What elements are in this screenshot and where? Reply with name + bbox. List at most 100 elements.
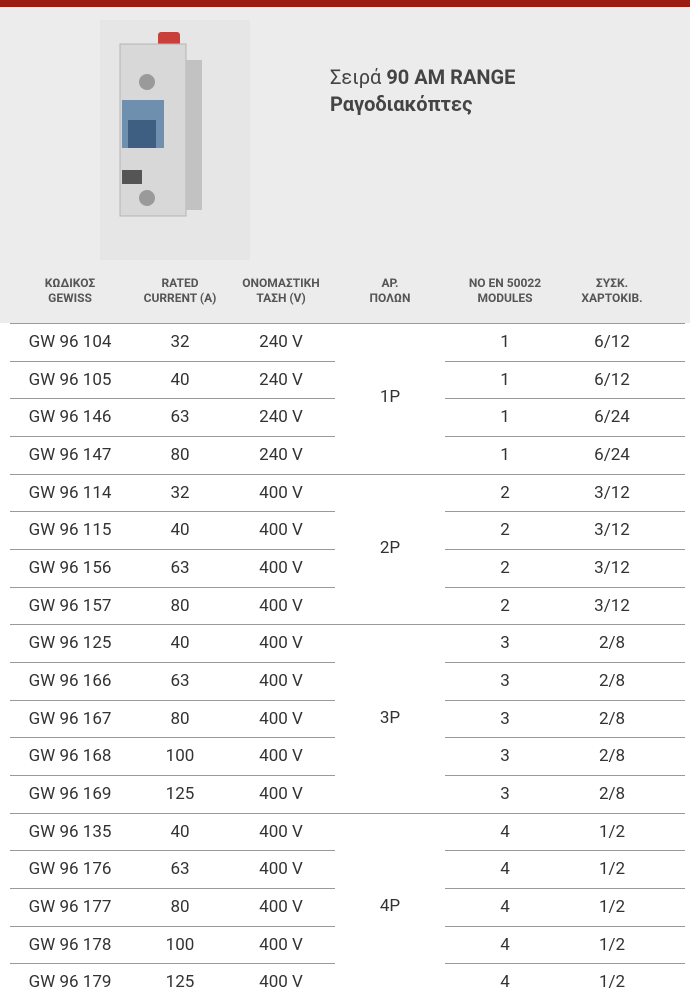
table-cell: 2 xyxy=(445,596,565,616)
row-divider xyxy=(10,436,335,437)
table-cell: GW 96 147 xyxy=(10,445,130,465)
table-cell: 400 V xyxy=(221,520,341,540)
table-cell: GW 96 169 xyxy=(10,784,130,804)
row-divider xyxy=(445,737,685,738)
row-divider xyxy=(10,398,335,399)
table-cell: GW 96 157 xyxy=(10,596,130,616)
table-cell: 2/8 xyxy=(552,746,672,766)
row-divider xyxy=(445,511,685,512)
table-cell: GW 96 125 xyxy=(10,633,130,653)
table-cell: GW 96 167 xyxy=(10,709,130,729)
column-header: ΣΥΣΚ.ΧΑΡΤΟΚΙΒ. xyxy=(547,276,677,306)
table-cell: 400 V xyxy=(221,633,341,653)
row-divider xyxy=(10,926,335,927)
group-divider xyxy=(10,813,685,814)
subtitle: Ραγοδιακόπτες xyxy=(330,92,472,116)
table-cell: 3 xyxy=(445,633,565,653)
table-cell: 3/12 xyxy=(552,596,672,616)
header-line: ΑΡ. xyxy=(325,276,455,291)
table-cell: 2/8 xyxy=(552,633,672,653)
table-cell: 400 V xyxy=(221,558,341,578)
table-cell: 6/24 xyxy=(552,445,672,465)
table-cell: 400 V xyxy=(221,935,341,955)
table-cell: GW 96 179 xyxy=(10,972,130,992)
group-divider xyxy=(10,323,685,324)
header-line: ΣΥΣΚ. xyxy=(547,276,677,291)
table-cell: 4 xyxy=(445,972,565,992)
poles-cell: 3P xyxy=(330,708,450,728)
table-cell: 6/12 xyxy=(552,370,672,390)
row-divider xyxy=(445,775,685,776)
table-cell: 4 xyxy=(445,935,565,955)
table-cell: 400 V xyxy=(221,972,341,992)
table-cell: 3 xyxy=(445,709,565,729)
row-divider xyxy=(10,775,335,776)
row-divider xyxy=(10,549,335,550)
row-divider xyxy=(445,850,685,851)
table-cell: 1/2 xyxy=(552,859,672,879)
group-divider xyxy=(10,624,685,625)
header-line: ΠΟΛΩΝ xyxy=(325,291,455,306)
table-cell: 1 xyxy=(445,370,565,390)
table-cell: 2 xyxy=(445,558,565,578)
poles-cell: 2P xyxy=(330,538,450,558)
table-cell: GW 96 146 xyxy=(10,407,130,427)
table-cell: GW 96 105 xyxy=(10,370,130,390)
table-cell: 400 V xyxy=(221,596,341,616)
table-cell: 1 xyxy=(445,445,565,465)
row-divider xyxy=(10,587,335,588)
table-cell: 400 V xyxy=(221,784,341,804)
table-cell: 3 xyxy=(445,671,565,691)
table-cell: 3/12 xyxy=(552,558,672,578)
row-divider xyxy=(445,587,685,588)
row-divider xyxy=(10,737,335,738)
table-cell: 2 xyxy=(445,483,565,503)
table-cell: GW 96 114 xyxy=(10,483,130,503)
table-cell: GW 96 177 xyxy=(10,897,130,917)
table-cell: 400 V xyxy=(221,746,341,766)
table-cell: 3/12 xyxy=(552,483,672,503)
table-cell: 400 V xyxy=(221,483,341,503)
table-cell: 6/12 xyxy=(552,332,672,352)
table-cell: 1 xyxy=(445,332,565,352)
table-cell: 4 xyxy=(445,859,565,879)
page: Σειρά 90 AM RANGE Ραγοδιακόπτες ΚΩΔΙΚΟΣG… xyxy=(0,0,690,1001)
table-cell: GW 96 168 xyxy=(10,746,130,766)
table-cell: 400 V xyxy=(221,671,341,691)
poles-cell: 1P xyxy=(330,387,450,407)
table-cell: 400 V xyxy=(221,709,341,729)
row-divider xyxy=(10,361,335,362)
row-divider xyxy=(10,963,335,964)
table-cell: 1/2 xyxy=(552,972,672,992)
table-cell: 240 V xyxy=(221,370,341,390)
table-cell: GW 96 176 xyxy=(10,859,130,879)
table-cell: 4 xyxy=(445,822,565,842)
row-divider xyxy=(445,926,685,927)
table-cell: 4 xyxy=(445,897,565,917)
table-cell: 3 xyxy=(445,784,565,804)
table-cell: 2/8 xyxy=(552,709,672,729)
table-cell: 1 xyxy=(445,407,565,427)
table-cell: 2/8 xyxy=(552,671,672,691)
row-divider xyxy=(10,888,335,889)
row-divider xyxy=(445,361,685,362)
product-image xyxy=(100,20,250,260)
table-cell: GW 96 178 xyxy=(10,935,130,955)
row-divider xyxy=(445,662,685,663)
table-cell: 6/24 xyxy=(552,407,672,427)
table-cell: 1/2 xyxy=(552,897,672,917)
poles-cell: 4P xyxy=(330,896,450,916)
table-cell: 400 V xyxy=(221,897,341,917)
table-cell: 400 V xyxy=(221,822,341,842)
row-divider xyxy=(445,888,685,889)
table-cell: GW 96 166 xyxy=(10,671,130,691)
group-divider xyxy=(10,474,685,475)
table-cell: 2/8 xyxy=(552,784,672,804)
table-cell: 240 V xyxy=(221,445,341,465)
top-bar xyxy=(0,0,690,7)
table-cell: GW 96 115 xyxy=(10,520,130,540)
series-label: Σειρά xyxy=(330,65,381,89)
row-divider xyxy=(10,700,335,701)
table-cell: 240 V xyxy=(221,332,341,352)
column-header: ΑΡ.ΠΟΛΩΝ xyxy=(325,276,455,306)
